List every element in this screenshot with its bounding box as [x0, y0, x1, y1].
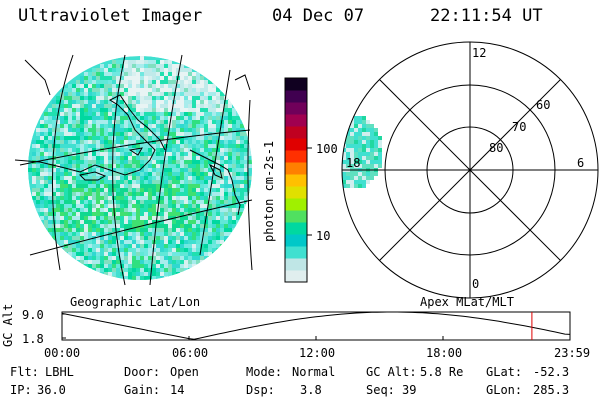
colorbar-segment: [285, 210, 307, 223]
colorbar-segment: [285, 126, 307, 139]
mlat-label-70: 70: [512, 120, 527, 134]
instrument-title: Ultraviolet Imager: [18, 6, 203, 26]
mlat-label-60: 60: [536, 98, 551, 112]
filter-value: LBHL: [45, 365, 74, 379]
color-scale-bar: [284, 77, 312, 283]
door-label: Door:: [124, 365, 161, 379]
mlt-label-18: 18: [346, 156, 361, 170]
colorbar-segment: [285, 270, 307, 283]
colorbar-segment: [285, 90, 307, 103]
colorbar-tick-10: 10: [316, 229, 331, 243]
gain-label: Gain:: [124, 383, 161, 397]
glon-label: GLon:: [486, 383, 523, 397]
colorbar-segment: [285, 102, 307, 115]
apex-label: Apex MLat/MLT: [420, 295, 514, 309]
seq-label: Seq:: [366, 383, 395, 397]
colorbar-segment: [285, 138, 307, 151]
colorbar-segment: [285, 162, 307, 175]
glon-value: 285.3: [533, 383, 570, 397]
colorbar-segment: [285, 174, 307, 187]
dsp-label: Dsp:: [246, 383, 275, 397]
altitude-curve: [61, 311, 571, 340]
geographic-label: Geographic Lat/Lon: [70, 295, 201, 309]
altitude-timeline: [61, 311, 571, 341]
seq-value: 39: [402, 383, 417, 397]
mlat-label-80: 80: [489, 141, 504, 155]
y-tick-9: 9.0: [22, 308, 44, 322]
gcalt-value: 5.8 Re: [420, 365, 464, 379]
colorbar-segment: [285, 114, 307, 127]
colorbar-unit-label: photon cm-2s-1: [262, 140, 276, 242]
time-label: 22:11:54 UT: [430, 6, 543, 26]
mode-value: Normal: [292, 365, 336, 379]
colorbar-segment: [285, 246, 307, 259]
colorbar-segment: [285, 198, 307, 211]
x-tick-1800: 18:00: [426, 346, 463, 360]
ip-label: IP:: [10, 383, 32, 397]
colorbar-segment: [285, 222, 307, 235]
door-value: Open: [170, 365, 199, 379]
x-tick-0000: 00:00: [44, 346, 81, 360]
timeline-frame: [61, 311, 571, 341]
mlt-label-6: 6: [577, 156, 585, 170]
uv-intensity-image: [28, 56, 252, 280]
y-tick-1-8: 1.8: [22, 332, 44, 346]
colorbar-segment: [285, 186, 307, 199]
mlt-label-0: 0: [472, 277, 480, 291]
date-label: 04 Dec 07: [272, 6, 365, 26]
x-tick-1200: 12:00: [299, 346, 336, 360]
x-tick-2359: 23:59: [554, 346, 591, 360]
geographic-map: [14, 54, 253, 286]
colorbar-segment: [285, 78, 307, 91]
polar-grid: [341, 41, 599, 299]
gcalt-label: GC Alt:: [366, 365, 417, 379]
colorbar-segment: [285, 150, 307, 163]
gain-value: 14: [170, 383, 185, 397]
gc-alt-axis-label: GC Alt: [1, 303, 15, 347]
coastline: [14, 59, 251, 216]
mode-label: Mode:: [246, 365, 283, 379]
lat-lon-grid: [19, 54, 253, 286]
polar-mlat-mlt-plot: [341, 41, 599, 299]
ip-value: 36.0: [37, 383, 66, 397]
glat-value: -52.3: [533, 365, 570, 379]
dsp-value: 3.8: [300, 383, 322, 397]
glat-label: GLat:: [486, 365, 523, 379]
filter-label: Flt:: [10, 365, 39, 379]
polar-uv-patch: [342, 116, 382, 188]
colorbar-segment: [285, 234, 307, 247]
colorbar-tick-100: 100: [316, 142, 338, 156]
x-tick-0600: 06:00: [172, 346, 209, 360]
colorbar-segment: [285, 258, 307, 271]
mlt-label-12: 12: [472, 46, 487, 60]
